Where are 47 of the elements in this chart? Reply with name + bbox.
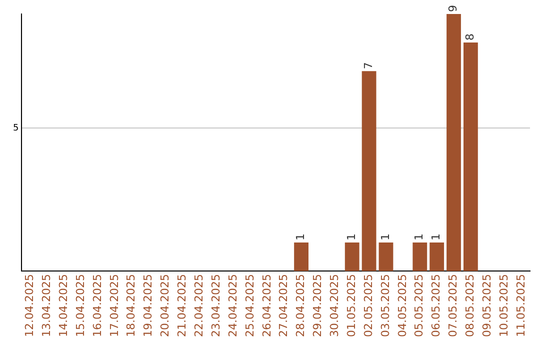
x-tick-label: 22.04.2025 xyxy=(192,274,206,338)
x-tick-label: 04.05.2025 xyxy=(396,274,409,338)
x-tick-label: 18.04.2025 xyxy=(124,274,138,338)
x-tick-label: 16.04.2025 xyxy=(90,274,104,338)
x-tick-label: 30.04.2025 xyxy=(328,274,342,338)
bar xyxy=(378,242,394,272)
bar xyxy=(294,242,308,272)
x-tick-label: 07.05.2025 xyxy=(446,274,460,338)
x-tick-label: 13.04.2025 xyxy=(40,274,53,338)
x-tick-label: 02.05.2025 xyxy=(362,274,375,338)
x-tick-label: 25.04.2025 xyxy=(243,274,256,338)
bar xyxy=(446,14,461,272)
x-tick-label: 17.04.2025 xyxy=(108,274,121,338)
y-tick-label: 5 xyxy=(12,124,19,134)
bar xyxy=(344,242,360,272)
x-tick-label: 10.05.2025 xyxy=(497,274,510,338)
x-tick-label: 28.04.2025 xyxy=(294,274,308,338)
x-tick-label: 19.04.2025 xyxy=(142,274,155,338)
x-tick-label: 29.04.2025 xyxy=(311,274,324,338)
x-tick-label: 27.04.2025 xyxy=(277,274,290,338)
x-tick-label: 03.05.2025 xyxy=(378,274,392,338)
data-label: 1 xyxy=(294,233,308,240)
x-tick-label: 05.05.2025 xyxy=(412,274,426,338)
bar xyxy=(464,42,478,272)
data-label: 8 xyxy=(464,34,477,41)
data-label: 1 xyxy=(344,233,358,240)
bar xyxy=(362,71,376,272)
data-label: 1 xyxy=(430,233,443,240)
x-tick-label: 01.05.2025 xyxy=(344,274,358,338)
x-tick-label: 09.05.2025 xyxy=(480,274,494,338)
bar xyxy=(412,242,428,272)
x-tick-label: 12.04.2025 xyxy=(23,274,36,338)
x-tick-label: 14.04.2025 xyxy=(56,274,70,338)
data-label: 7 xyxy=(362,62,375,70)
x-tick-label: 21.04.2025 xyxy=(176,274,189,338)
x-tick-label: 23.04.2025 xyxy=(209,274,222,338)
x-tick-label: 11.05.2025 xyxy=(514,274,528,338)
x-tick-label: 20.04.2025 xyxy=(158,274,172,338)
x-tick-label: 26.04.2025 xyxy=(260,274,274,338)
data-label: 9 xyxy=(446,5,460,12)
data-label: 1 xyxy=(378,233,392,240)
x-tick-label: 06.05.2025 xyxy=(430,274,443,338)
x-tick-label: 24.04.2025 xyxy=(226,274,240,338)
data-label: 1 xyxy=(412,233,426,240)
bar xyxy=(430,242,444,272)
x-tick-label: 08.05.2025 xyxy=(464,274,477,338)
x-tick-label: 15.04.2025 xyxy=(74,274,87,338)
